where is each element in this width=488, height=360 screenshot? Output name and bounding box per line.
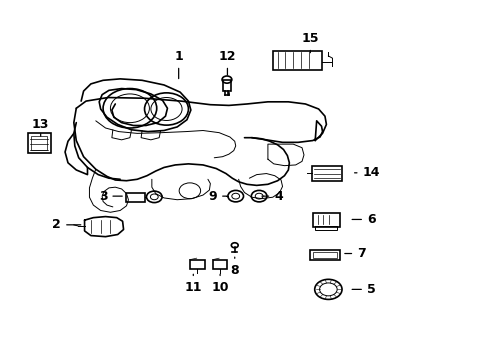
Text: 4: 4	[262, 190, 283, 203]
Text: 12: 12	[218, 50, 236, 75]
Bar	[315, 226, 336, 230]
Text: 3: 3	[99, 190, 122, 203]
Bar	[222, 80, 231, 91]
Bar	[272, 51, 321, 69]
Text: 7: 7	[344, 247, 365, 260]
Text: 14: 14	[354, 166, 379, 179]
Bar	[311, 166, 341, 181]
Text: 13: 13	[32, 118, 49, 136]
Text: 8: 8	[230, 257, 239, 277]
Text: 6: 6	[351, 213, 375, 226]
Bar	[189, 260, 204, 269]
Bar	[126, 193, 145, 202]
Text: 11: 11	[184, 274, 202, 294]
Bar	[212, 260, 227, 269]
Text: 15: 15	[301, 32, 319, 53]
Text: 9: 9	[208, 190, 226, 203]
Bar	[312, 213, 339, 226]
Text: 2: 2	[52, 218, 81, 231]
Bar	[27, 134, 51, 153]
Text: 10: 10	[211, 274, 228, 294]
Bar	[312, 252, 336, 258]
Bar	[310, 250, 339, 260]
Bar	[31, 136, 47, 150]
Text: 1: 1	[174, 50, 183, 78]
Text: 5: 5	[351, 283, 375, 296]
